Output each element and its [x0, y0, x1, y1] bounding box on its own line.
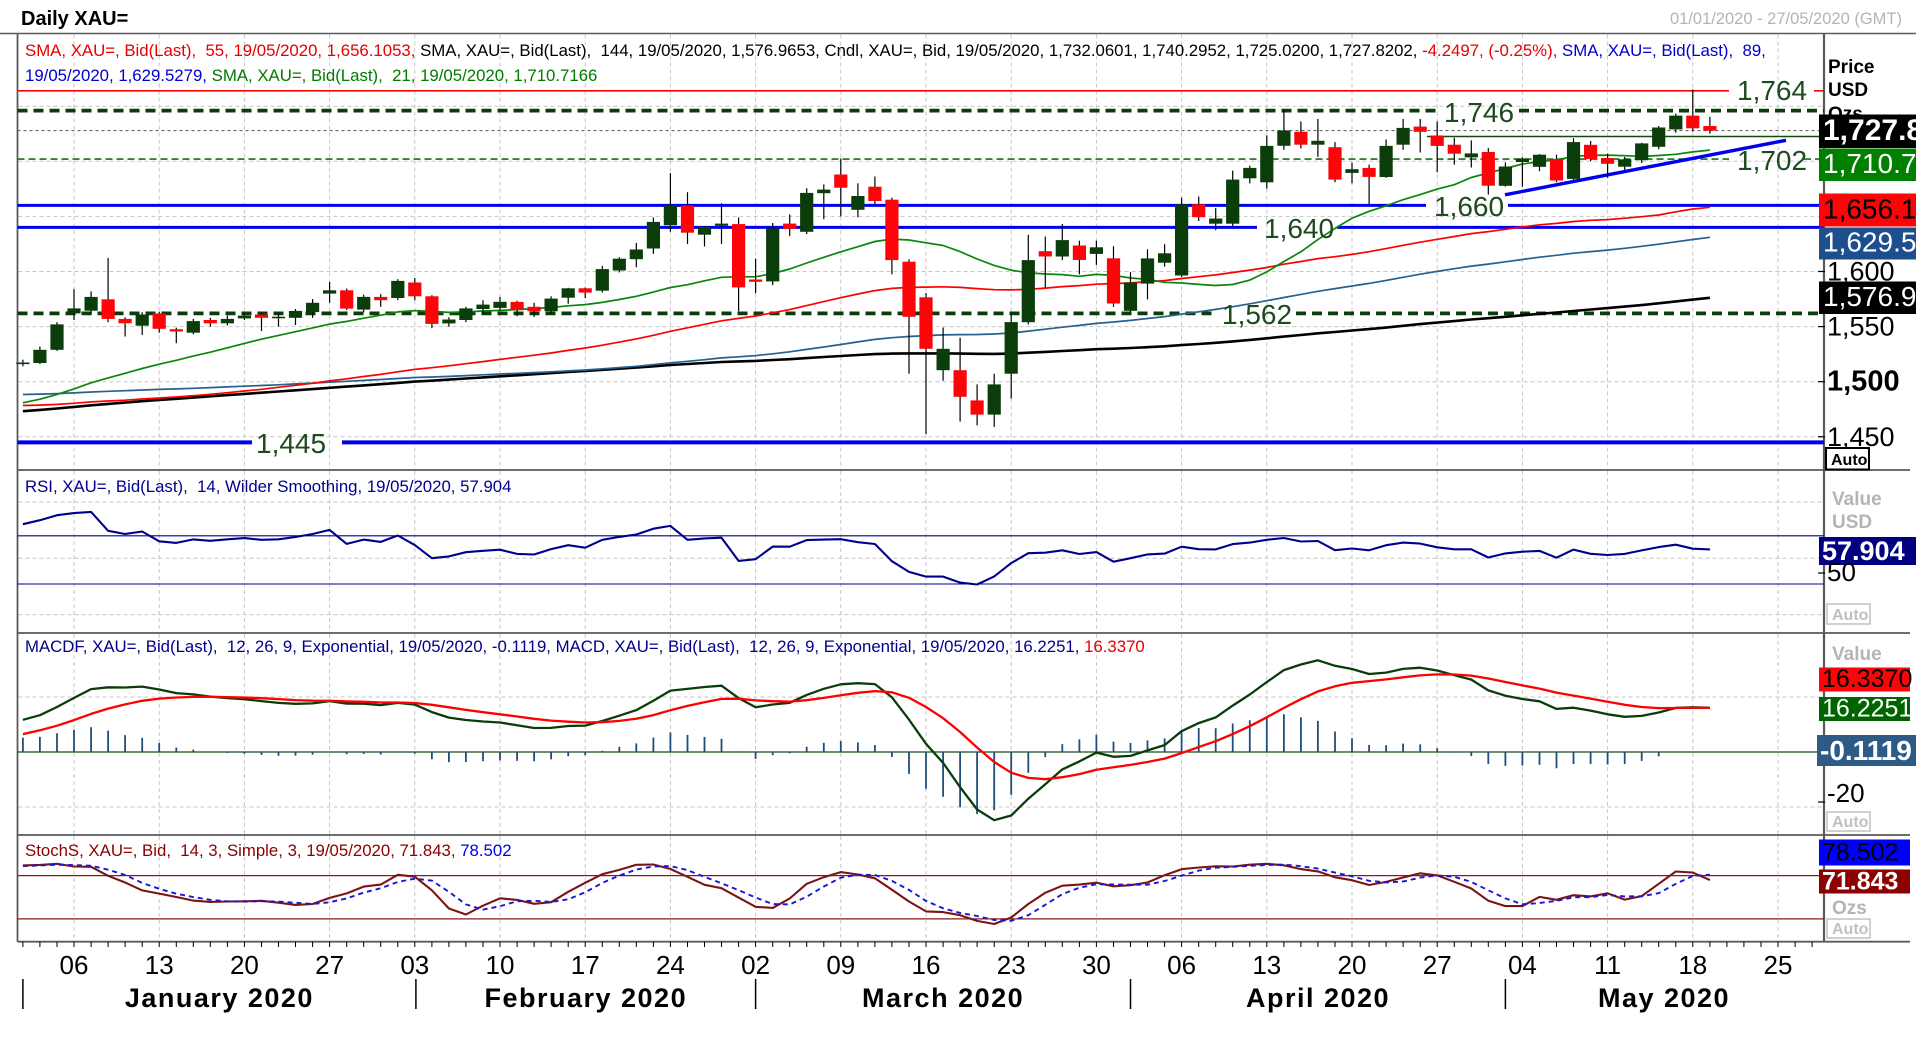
- svg-text:Value: Value: [1832, 644, 1882, 665]
- svg-text:1,629.5: 1,629.5: [1823, 227, 1916, 258]
- svg-text:1,727.8: 1,727.8: [1823, 114, 1916, 147]
- svg-text:03: 03: [400, 950, 429, 980]
- svg-text:11: 11: [1594, 950, 1621, 980]
- svg-text:1,640: 1,640: [1264, 213, 1334, 244]
- svg-text:SMA, XAU=, Bid(Last), 55, 19/: SMA, XAU=, Bid(Last), 55, 19/05/2020, 1,…: [25, 41, 1766, 60]
- svg-text:1,660: 1,660: [1434, 191, 1504, 222]
- svg-text:1,450: 1,450: [1827, 422, 1895, 452]
- svg-text:May 2020: May 2020: [1598, 983, 1730, 1013]
- svg-text:February 2020: February 2020: [484, 983, 687, 1013]
- svg-text:24: 24: [656, 950, 685, 980]
- svg-text:1,746: 1,746: [1444, 97, 1514, 128]
- svg-text:April 2020: April 2020: [1246, 983, 1390, 1013]
- svg-text:1,562: 1,562: [1222, 299, 1292, 330]
- svg-text:57.904: 57.904: [1822, 536, 1905, 566]
- svg-text:MACDF, XAU=, Bid(Last), 12, 2: MACDF, XAU=, Bid(Last), 12, 26, 9, Expon…: [25, 637, 1145, 656]
- svg-text:27: 27: [315, 950, 344, 980]
- svg-text:20: 20: [1338, 950, 1367, 980]
- svg-text:01/01/2020 - 27/05/2020 (GMT): 01/01/2020 - 27/05/2020 (GMT): [1670, 10, 1902, 28]
- svg-text:March 2020: March 2020: [862, 983, 1024, 1013]
- svg-text:1,764: 1,764: [1737, 75, 1807, 106]
- svg-text:1,702: 1,702: [1737, 145, 1807, 176]
- svg-text:27: 27: [1423, 950, 1452, 980]
- svg-text:Ozs: Ozs: [1832, 898, 1867, 919]
- svg-text:13: 13: [1252, 950, 1281, 980]
- svg-text:02: 02: [741, 950, 770, 980]
- svg-text:06: 06: [1167, 950, 1196, 980]
- svg-text:71.843: 71.843: [1822, 868, 1898, 896]
- svg-text:50: 50: [1827, 557, 1856, 587]
- svg-text:1,656.10: 1,656.10: [1823, 194, 1916, 225]
- svg-text:10: 10: [486, 950, 515, 980]
- svg-text:1,710.71: 1,710.71: [1823, 148, 1916, 179]
- svg-text:1,445: 1,445: [256, 428, 326, 459]
- svg-text:1,576.96: 1,576.96: [1823, 281, 1916, 312]
- svg-text:-0.1119: -0.1119: [1820, 735, 1912, 766]
- svg-text:RSI, XAU=, Bid(Last), 14, Wil: RSI, XAU=, Bid(Last), 14, Wilder Smoothi…: [25, 477, 511, 496]
- svg-text:16.3370: 16.3370: [1822, 665, 1912, 693]
- svg-text:16: 16: [912, 950, 941, 980]
- svg-text:23: 23: [997, 950, 1026, 980]
- svg-text:Auto: Auto: [1832, 607, 1869, 624]
- svg-text:30: 30: [1082, 950, 1111, 980]
- svg-text:USD: USD: [1828, 80, 1868, 101]
- svg-text:06: 06: [60, 950, 89, 980]
- svg-text:1,600: 1,600: [1827, 257, 1895, 287]
- svg-text:20: 20: [230, 950, 259, 980]
- svg-text:Value: Value: [1832, 489, 1882, 510]
- svg-text:1,550: 1,550: [1827, 312, 1895, 342]
- svg-text:January 2020: January 2020: [125, 983, 314, 1013]
- svg-text:Auto: Auto: [1832, 921, 1869, 938]
- svg-text:16.2251: 16.2251: [1822, 695, 1912, 723]
- svg-text:Auto: Auto: [1832, 814, 1869, 831]
- svg-text:StochS, XAU=, Bid, 14, 3, Sim: StochS, XAU=, Bid, 14, 3, Simple, 3, 19/…: [25, 841, 512, 860]
- svg-text:19/05/2020, 1,629.5279, SMA, X: 19/05/2020, 1,629.5279, SMA, XAU=, Bid(L…: [25, 66, 597, 85]
- svg-text:-20: -20: [1827, 778, 1865, 808]
- svg-text:18: 18: [1678, 950, 1707, 980]
- svg-text:Price: Price: [1828, 57, 1874, 78]
- svg-text:25: 25: [1764, 950, 1793, 980]
- svg-text:1,500: 1,500: [1827, 366, 1900, 398]
- svg-text:17: 17: [571, 950, 600, 980]
- svg-text:Auto: Auto: [1831, 452, 1868, 469]
- svg-text:09: 09: [826, 950, 855, 980]
- svg-text:13: 13: [145, 950, 174, 980]
- svg-text:04: 04: [1508, 950, 1537, 980]
- svg-text:78.502: 78.502: [1822, 839, 1898, 867]
- svg-text:USD: USD: [1832, 512, 1872, 533]
- svg-text:Daily XAU=: Daily XAU=: [21, 8, 128, 30]
